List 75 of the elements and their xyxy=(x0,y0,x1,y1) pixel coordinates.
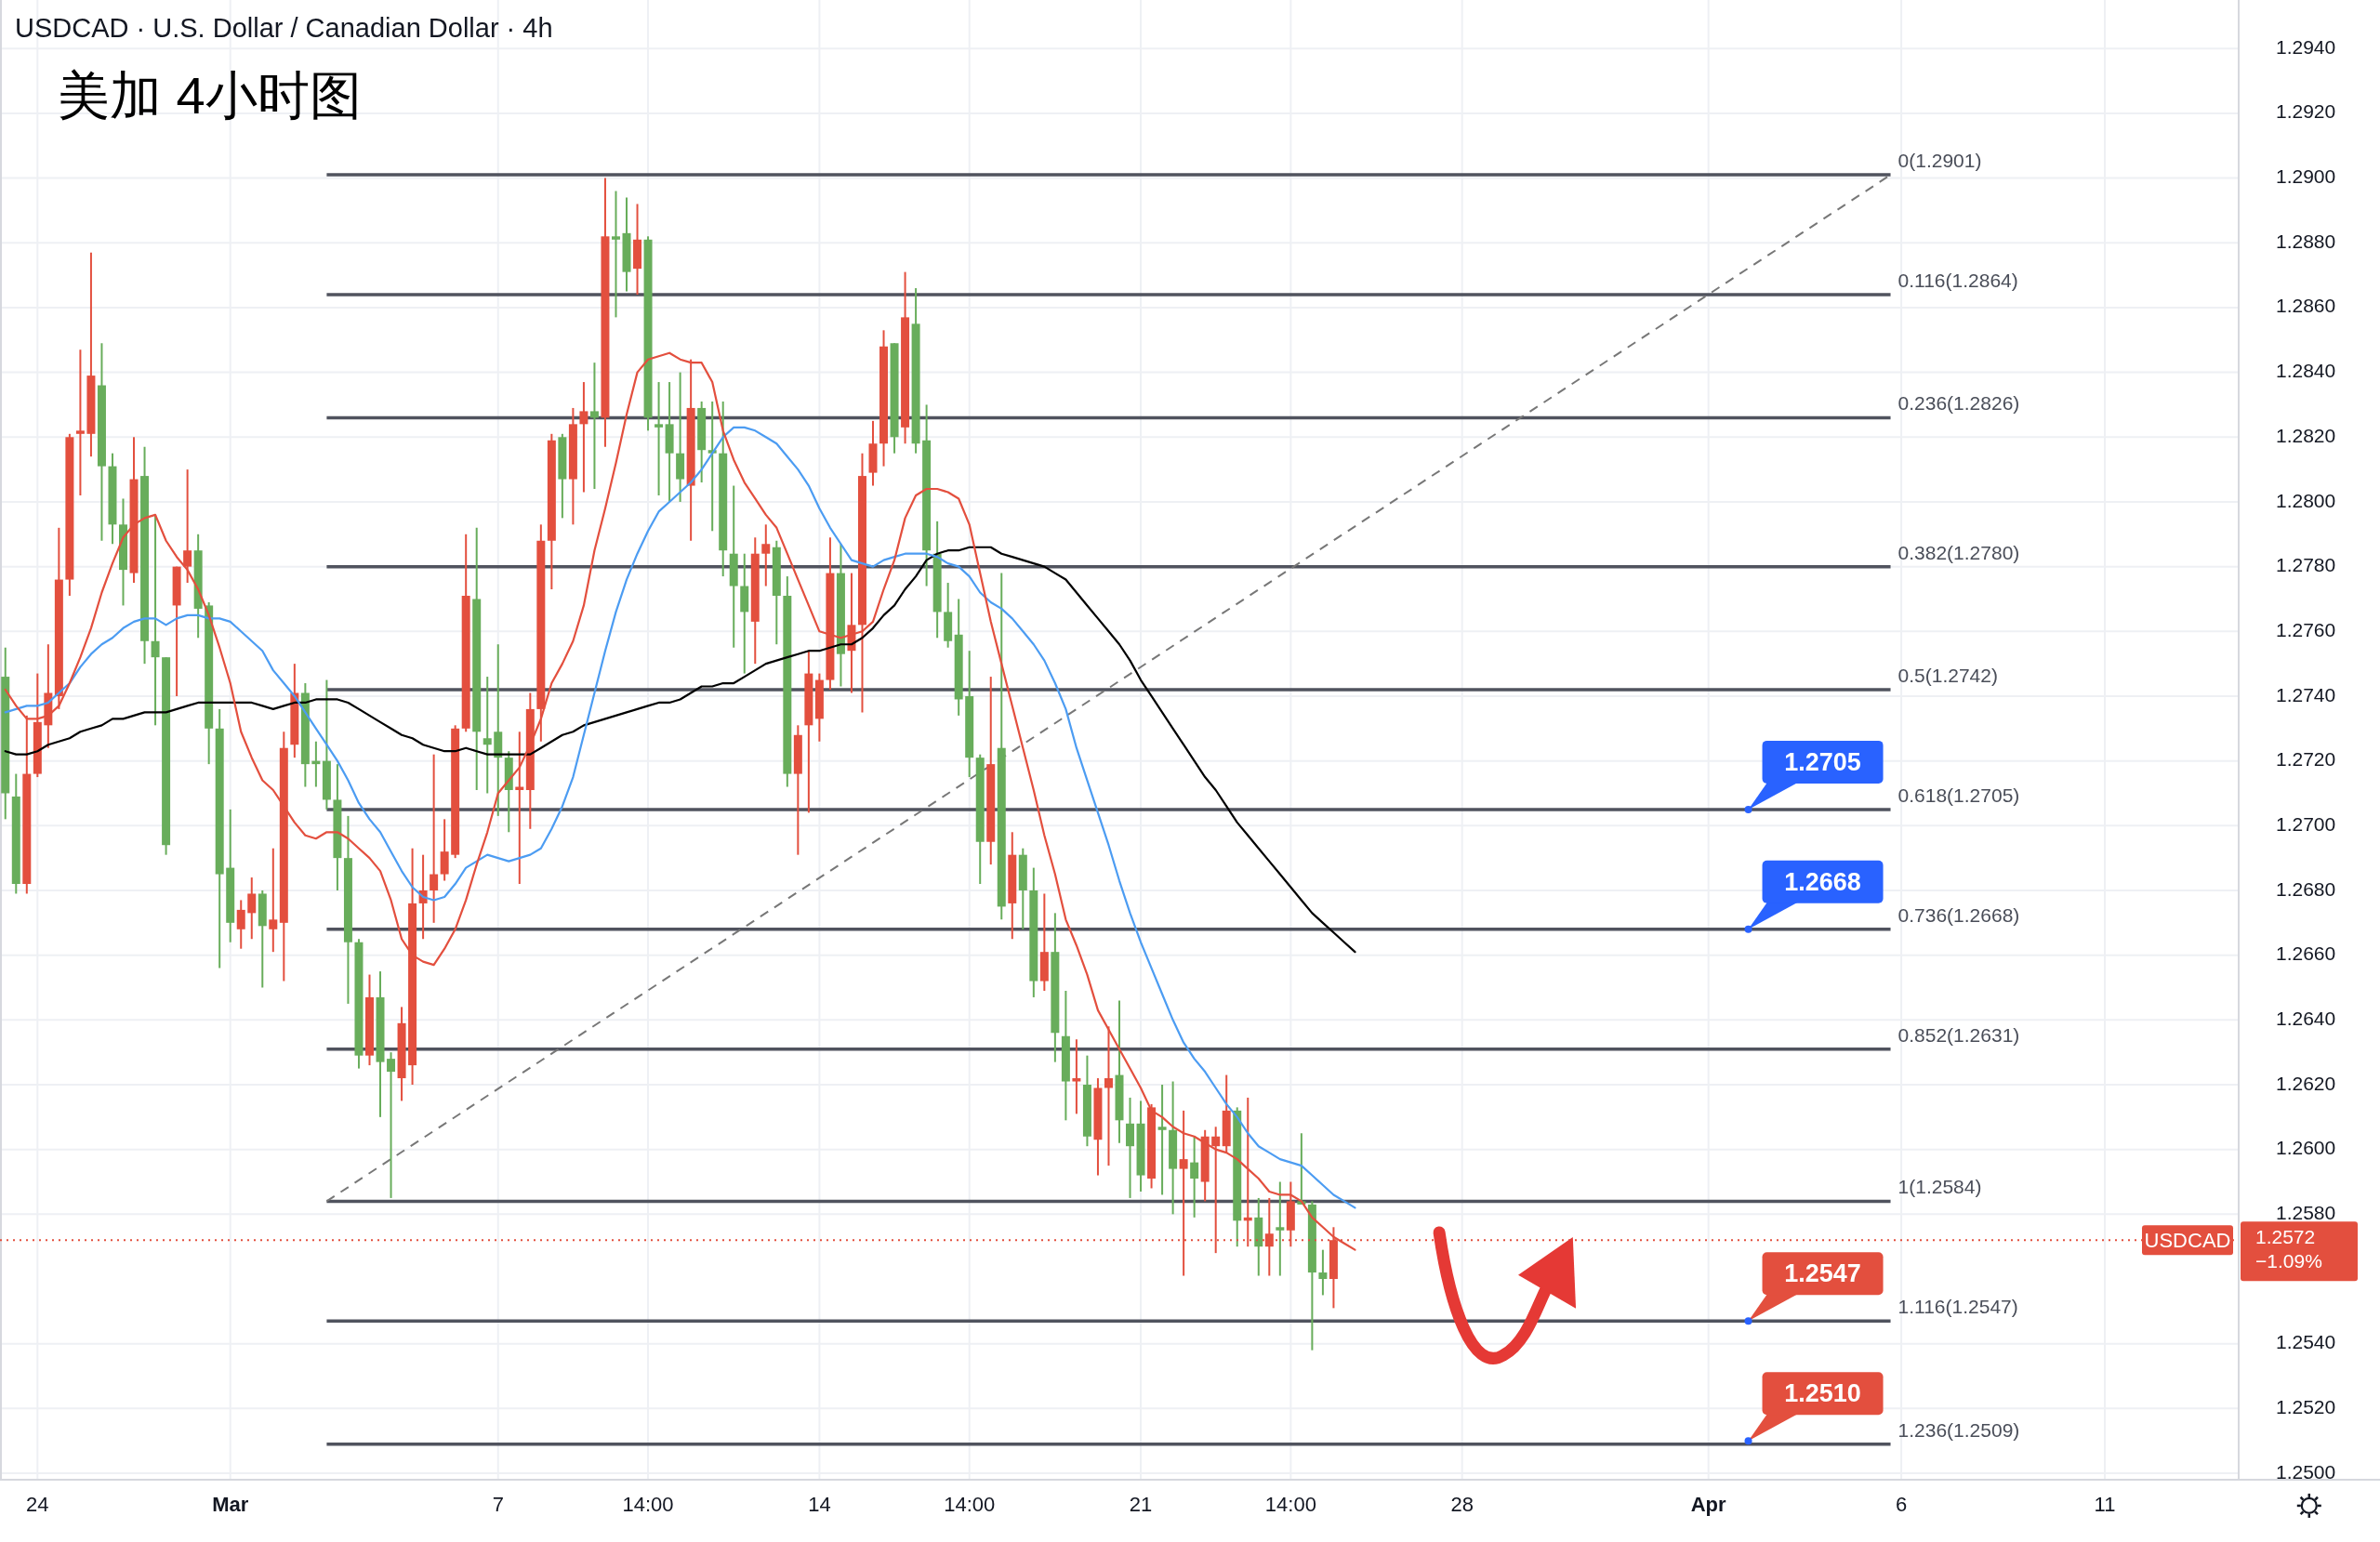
y-tick-label: 1.2500 xyxy=(2276,1460,2336,1483)
y-tick-label: 1.2520 xyxy=(2276,1395,2336,1417)
y-tick-label: 1.2860 xyxy=(2276,295,2336,317)
y-tick-label: 1.2920 xyxy=(2276,100,2336,123)
x-tick-label: 6 xyxy=(1895,1493,1908,1516)
candlestick xyxy=(654,381,664,496)
text: −1.09% xyxy=(2255,1250,2322,1272)
y-tick-label: 1.2800 xyxy=(2276,489,2336,511)
y-tick-label: 1.2580 xyxy=(2276,1201,2336,1223)
x-tick-label: 14:00 xyxy=(944,1493,996,1516)
ref-line-label: 0.382(1.2780) xyxy=(1897,541,2020,563)
x-tick-label: 24 xyxy=(26,1493,49,1516)
text: 1.2572 xyxy=(2255,1226,2316,1248)
ref-line-label: 0.736(1.2668) xyxy=(1897,903,2020,926)
text: USDCAD · U.S. Dollar / Canadian Dollar · 4h xyxy=(15,13,553,43)
y-tick-label: 1.2600 xyxy=(2276,1137,2336,1159)
ref-line-label: 0.852(1.2631) xyxy=(1897,1023,2020,1046)
x-tick-label: 14 xyxy=(808,1493,831,1516)
x-tick-label: 21 xyxy=(1129,1493,1153,1516)
x-tick-label: 14:00 xyxy=(622,1493,674,1516)
y-tick-label: 1.2940 xyxy=(2276,35,2336,58)
y-tick-label: 1.2900 xyxy=(2276,165,2336,188)
candlestick xyxy=(387,1051,396,1199)
candlestick xyxy=(430,753,439,924)
y-tick-label: 1.2880 xyxy=(2276,230,2336,252)
candlestick xyxy=(269,847,278,954)
candlestick xyxy=(236,899,245,950)
y-tick-label: 1.2700 xyxy=(2276,812,2336,835)
candlestick xyxy=(151,513,160,727)
x-tick-label: Mar xyxy=(212,1493,249,1516)
candlestick xyxy=(1157,1084,1167,1196)
y-tick-label: 1.2660 xyxy=(2276,942,2336,965)
candlestick xyxy=(1190,1135,1199,1219)
y-tick-label: 1.2840 xyxy=(2276,360,2336,382)
ref-line-label: 0.116(1.2864) xyxy=(1897,270,2018,292)
x-tick-label: Apr xyxy=(1690,1493,1727,1516)
x-tick-label: 28 xyxy=(1450,1493,1474,1516)
ref-line-label: 1.236(1.2509) xyxy=(1897,1418,2020,1441)
annotation: 1.2705 xyxy=(1784,747,1861,776)
x-tick-label: 11 xyxy=(2094,1493,2116,1516)
ref-line-label: 0.236(1.2826) xyxy=(1897,392,2020,415)
candlestick xyxy=(183,468,192,585)
candlestick xyxy=(75,349,85,496)
y-tick-label: 1.2620 xyxy=(2276,1072,2336,1094)
y-tick-label: 1.2540 xyxy=(2276,1331,2336,1353)
text: 美加 4小时图 xyxy=(58,66,362,125)
candlestick xyxy=(589,362,599,491)
y-tick-label: 1.2820 xyxy=(2276,424,2336,446)
x-tick-label: 7 xyxy=(492,1493,504,1516)
candlestick xyxy=(1104,1025,1113,1167)
candlestick xyxy=(483,676,492,795)
candlestick xyxy=(761,523,771,587)
ref-line-label: 1(1.2584) xyxy=(1897,1176,1982,1198)
ref-line-label: 0.618(1.2705) xyxy=(1897,784,2020,806)
candlestick xyxy=(612,190,620,319)
annotation: 1.2668 xyxy=(1784,867,1861,896)
y-tick-label: 1.2640 xyxy=(2276,1007,2336,1029)
line-series xyxy=(4,546,1356,954)
candlestick xyxy=(1072,1038,1081,1115)
candlestick xyxy=(1318,1248,1328,1297)
y-tick-label: 1.2740 xyxy=(2276,683,2336,705)
y-tick-label: 1.2780 xyxy=(2276,554,2336,576)
ref-line-label: 1.116(1.2547) xyxy=(1897,1296,2018,1318)
ref-line-label: 0(1.2901) xyxy=(1897,150,1982,172)
x-tick-label: 14:00 xyxy=(1264,1493,1316,1516)
y-tick-label: 1.2760 xyxy=(2276,618,2336,640)
candlestick xyxy=(247,876,257,941)
annotation: 1.2510 xyxy=(1784,1379,1861,1408)
candlestick xyxy=(1276,1180,1285,1277)
y-tick-label: 1.2680 xyxy=(2276,877,2336,900)
y-tick-label: 1.2720 xyxy=(2276,748,2336,771)
candlestick xyxy=(579,381,588,494)
ref-line-label: 0.5(1.2742) xyxy=(1897,665,1998,686)
annotation: 1.2547 xyxy=(1784,1259,1861,1288)
ref-line-label: USDCAD xyxy=(2144,1229,2231,1253)
